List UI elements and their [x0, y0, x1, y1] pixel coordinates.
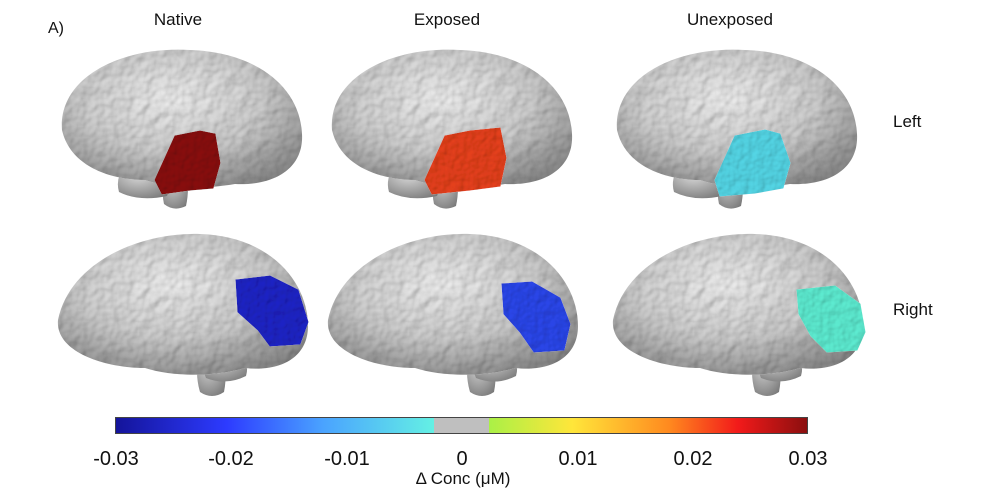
colorbar-tick: 0.03 [788, 448, 828, 470]
colorbar-tick: -0.02 [208, 448, 254, 470]
brain-right-exposed [327, 233, 578, 396]
column-title-unexposed: Unexposed [686, 10, 774, 29]
activation-right-native [235, 275, 309, 347]
activation-left-native [154, 130, 221, 195]
activation-right-unexposed [796, 285, 866, 353]
colorbar-tick: 0.02 [673, 448, 713, 470]
panel-label: A) [48, 20, 64, 37]
column-title-native: Native [153, 10, 203, 29]
brain-right-native [57, 233, 309, 396]
colorbar-tick: 0.01 [558, 448, 598, 470]
activation-right-exposed [501, 281, 571, 353]
brain-left-unexposed [616, 49, 858, 209]
row-label-right: Right [893, 300, 933, 319]
colorbar-tick: 0 [456, 448, 468, 470]
brain-left-native [61, 49, 303, 209]
brain-left-exposed [331, 49, 573, 209]
colorbar-tick: -0.03 [93, 448, 139, 470]
activation-left-exposed [424, 127, 507, 195]
colorbar-unit-label: Δ Conc (μM) [415, 469, 511, 488]
activation-left-unexposed [714, 129, 791, 197]
row-label-left: Left [893, 112, 922, 131]
column-title-exposed: Exposed [413, 10, 481, 29]
brain-right-unexposed [612, 233, 866, 396]
colorbar-tick: -0.01 [324, 448, 370, 470]
colorbar [115, 417, 808, 434]
